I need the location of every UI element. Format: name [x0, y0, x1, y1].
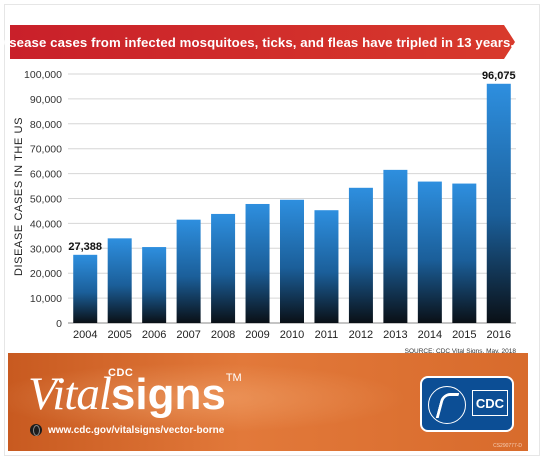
bar: [314, 210, 339, 323]
x-tick-label: 2005: [107, 329, 131, 341]
hhs-eagle-icon: [428, 386, 466, 424]
headline-banner: Disease cases from infected mosquitoes, …: [0, 25, 515, 59]
x-tick-label: 2016: [487, 329, 511, 341]
bar: [211, 213, 236, 323]
url-row[interactable]: www.cdc.gov/vitalsigns/vector-borne: [30, 424, 224, 436]
logo-vital-text: Vital: [28, 368, 112, 420]
x-tick-label: 2004: [73, 329, 97, 341]
bar: [452, 183, 477, 323]
bar: [245, 203, 270, 323]
bar: [486, 83, 511, 323]
footer-swoosh: [8, 363, 408, 433]
document-code: CS290777-D: [493, 443, 522, 449]
y-tick-label: 70,000: [30, 144, 62, 156]
y-tick-label: 50,000: [30, 194, 62, 206]
vital-signs-footer: CDC VitalsignsTM www.cdc.gov/vitalsigns/…: [8, 353, 528, 451]
y-tick-label: 80,000: [30, 119, 62, 131]
x-tick-label: 2015: [452, 329, 476, 341]
x-tick-label: 2013: [383, 329, 407, 341]
y-tick-label: 40,000: [30, 218, 62, 230]
y-axis-title: DISEASE CASES IN THE US: [13, 117, 25, 276]
vital-signs-url[interactable]: www.cdc.gov/vitalsigns/vector-borne: [48, 424, 225, 436]
y-tick-label: 10,000: [30, 293, 62, 305]
y-tick-label: 90,000: [30, 94, 62, 106]
cdc-logo: CDC: [472, 390, 508, 416]
x-tick-label: 2012: [349, 329, 373, 341]
headline-text: Disease cases from infected mosquitoes, …: [0, 34, 515, 50]
bar: [348, 187, 373, 323]
bar: [280, 199, 304, 323]
x-tick-label: 2010: [280, 329, 304, 341]
y-tick-label: 20,000: [30, 268, 62, 280]
x-tick-label: 2007: [176, 329, 200, 341]
y-tick-label: 30,000: [30, 243, 62, 255]
y-tick-label: 100,000: [24, 69, 62, 81]
bar: [417, 181, 442, 323]
y-tick-label: 0: [56, 318, 62, 330]
bar: [142, 247, 167, 323]
logo-tm-text: TM: [225, 372, 242, 384]
bar: [73, 254, 98, 323]
source-note: SOURCE: CDC Vital Signs, May, 2018: [405, 348, 517, 355]
data-label: 27,388: [68, 241, 102, 253]
bar: [383, 169, 408, 323]
bar: [107, 238, 132, 323]
logo-signs-text: signs: [110, 370, 226, 419]
cdc-badge: CDC: [420, 376, 514, 432]
y-tick-label: 60,000: [30, 169, 62, 181]
x-tick-label: 2014: [418, 329, 442, 341]
x-tick-label: 2008: [211, 329, 235, 341]
logo-cdc-text: CDC: [108, 367, 134, 379]
banner-background: [10, 25, 515, 59]
vital-signs-logo: CDC VitalsignsTM: [28, 367, 242, 421]
data-label: 96,075: [482, 70, 516, 82]
x-tick-label: 2009: [245, 329, 269, 341]
x-tick-label: 2011: [315, 329, 339, 341]
bar: [176, 219, 201, 323]
globe-icon: [30, 424, 42, 436]
x-tick-label: 2006: [142, 329, 166, 341]
